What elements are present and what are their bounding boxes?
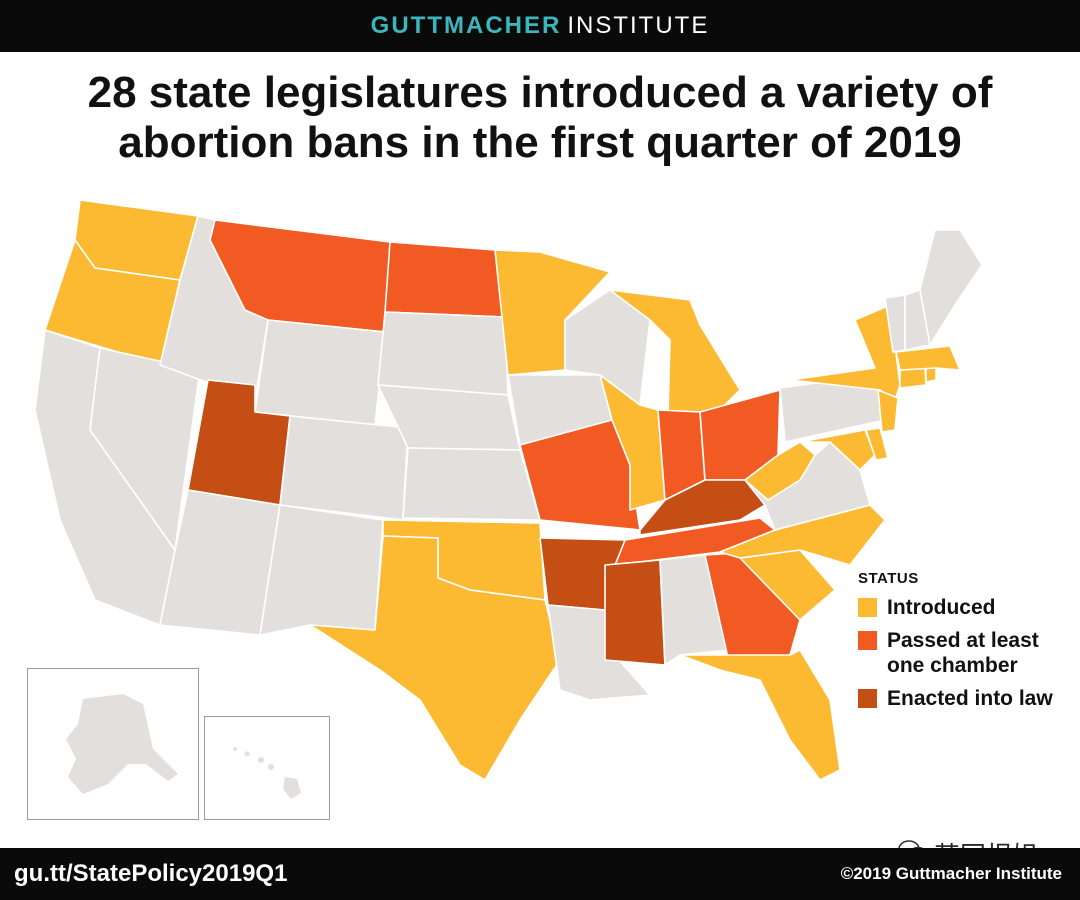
header-bar: GUTTMACHER INSTITUTE [0,0,1080,52]
state-ms [604,559,666,666]
state-ri [925,367,937,383]
legend-heading: STATUS [858,570,919,587]
legend-label-introduced: Introduced [887,596,996,619]
state-me [919,229,983,346]
state-co [279,415,409,521]
legend-label-passed: Passed at least one chamber [887,629,1039,677]
state-ma [895,345,961,371]
brand-part1: GUTTMACHER [370,12,562,39]
hawaii-shape [233,747,301,799]
page-title: 28 state legislatures introduced a varie… [0,68,1080,168]
state-nm [259,504,384,636]
legend-label-enacted: Enacted into law [887,687,1053,710]
legend-item-introduced: Introduced [858,595,1068,620]
legend-item-enacted: Enacted into law [858,686,1068,711]
legend-item-passed: Passed at least one chamber [858,628,1068,678]
alaska-shape [66,694,178,794]
legend-swatch-passed [858,631,877,650]
footer-bar: gu.tt/StatePolicy2019Q1 ©2019 Guttmacher… [0,848,1080,900]
state-tx [309,535,561,781]
state-ks [402,447,541,521]
state-nd [384,241,506,318]
title-line1: 28 state legislatures introduced a varie… [87,68,993,117]
copyright-text: ©2019 Guttmacher Institute [840,864,1062,883]
hawaii-inset [204,716,330,820]
state-ct [899,367,927,389]
state-nj [877,389,899,433]
brand-part2: INSTITUTE [567,12,710,39]
state-sd [377,311,509,396]
source-link[interactable]: gu.tt/StatePolicy2019Q1 [14,860,288,887]
us-state-map [34,199,983,781]
legend: STATUS Introduced Passed at least one ch… [858,570,1068,719]
legend-swatch-introduced [858,598,877,617]
state-de [865,427,889,461]
legend-swatch-enacted [858,689,877,708]
state-wy [254,319,386,426]
state-fl [679,649,841,781]
title-line2: abortion bans in the first quarter of 20… [118,118,962,167]
brand-logo: GUTTMACHER INSTITUTE [371,12,710,40]
state-md [799,429,876,471]
alaska-inset [27,668,199,820]
